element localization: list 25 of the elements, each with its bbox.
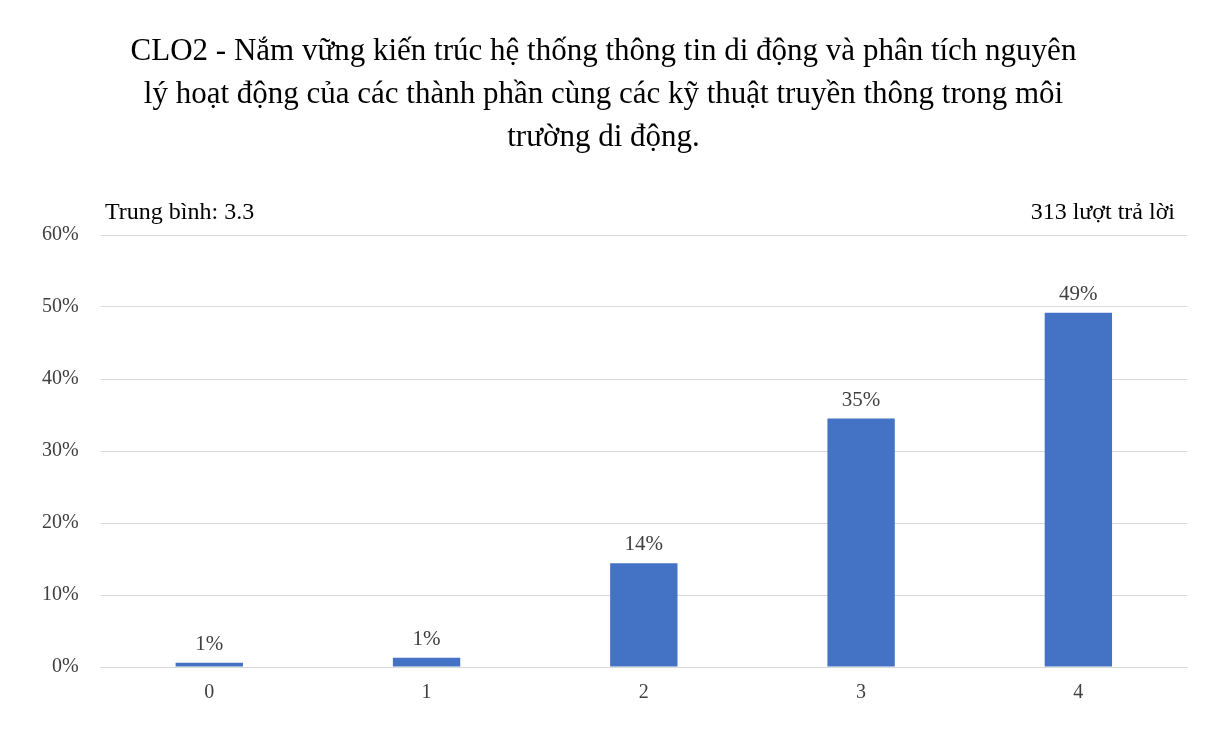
y-tick-label: 20% bbox=[41, 510, 79, 533]
y-tick-label: 30% bbox=[41, 438, 79, 461]
data-label: 1% bbox=[195, 630, 224, 655]
x-tick-label: 3 bbox=[856, 680, 867, 703]
bar bbox=[827, 418, 895, 667]
bar bbox=[392, 657, 461, 667]
data-label: 49% bbox=[1059, 280, 1098, 305]
x-tick-label: 1 bbox=[421, 680, 432, 703]
data-label: 14% bbox=[624, 531, 664, 556]
bar bbox=[610, 563, 678, 667]
x-tick-label: 0 bbox=[204, 680, 215, 703]
x-tick-label: 4 bbox=[1073, 680, 1084, 703]
y-tick-label: 40% bbox=[41, 366, 79, 389]
chart-title: CLO2 - Nắm vững kiến trúc hệ thống thông tin di động và phân tích nguyên lý hoạt động của các thành phần cùng các kỹ thuật truyền thông trong môi trường di động. bbox=[129, 31, 1078, 155]
y-tick-label: 50% bbox=[41, 294, 79, 317]
bar bbox=[175, 662, 243, 667]
text: Trung bình: 3.3 bbox=[105, 198, 255, 225]
x-tick-label: 2 bbox=[638, 680, 649, 703]
data-label: 1% bbox=[412, 625, 441, 650]
y-tick-label: 10% bbox=[41, 582, 79, 605]
text: 313 lượt trả lời bbox=[1030, 198, 1175, 225]
y-tick-label: 0% bbox=[51, 654, 79, 677]
data-label: 35% bbox=[841, 386, 881, 411]
y-tick-label: 60% bbox=[41, 222, 79, 245]
bar bbox=[1044, 312, 1113, 667]
